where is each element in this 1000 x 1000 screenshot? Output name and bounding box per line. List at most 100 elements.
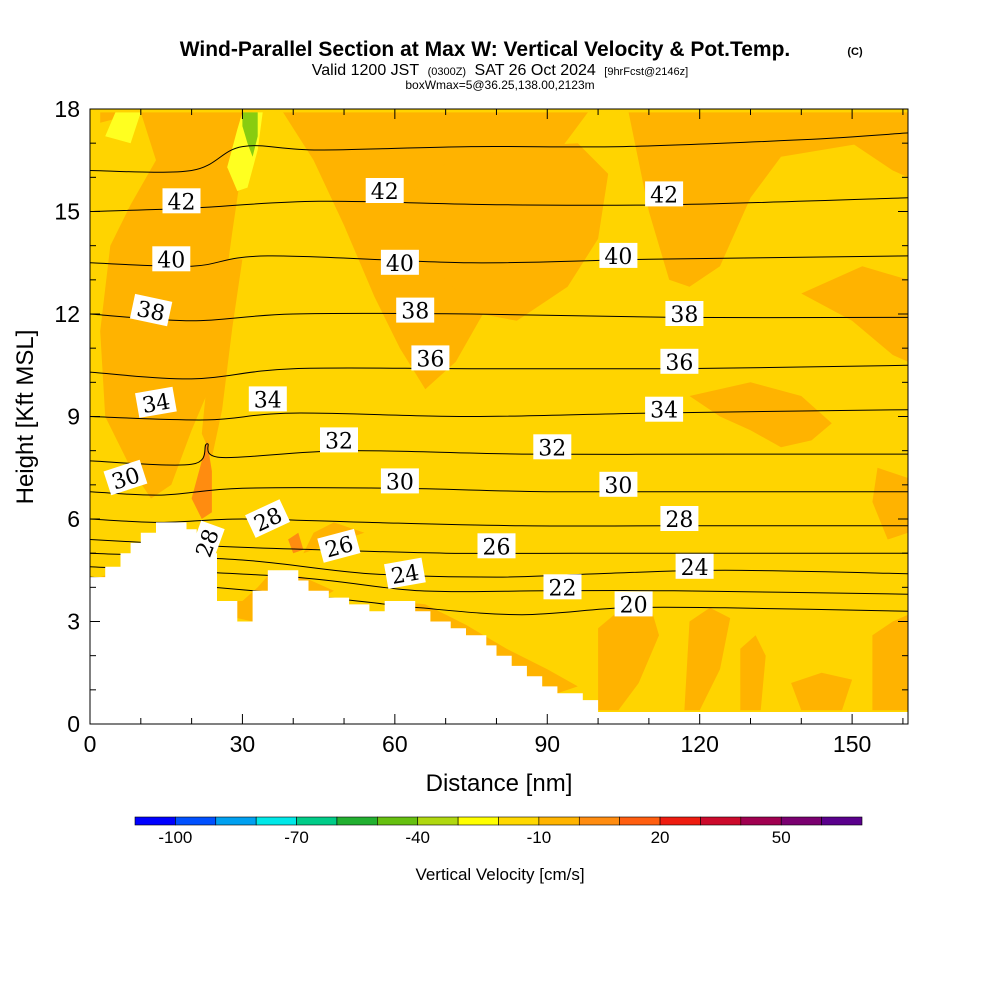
isotherm-label-text: 30 — [604, 474, 632, 499]
isotherm-line-24 — [90, 552, 908, 578]
isotherm-label-text: 20 — [620, 593, 648, 618]
isotherm-label: 42 — [645, 181, 684, 208]
isotherm-label: 38 — [665, 301, 704, 328]
isotherm-label-box — [129, 293, 173, 327]
isotherm-label-box — [152, 246, 191, 272]
isotherm-label-text: 30 — [386, 470, 414, 495]
x-tick-label: 0 — [84, 731, 97, 757]
isotherm-label: 32 — [533, 434, 572, 461]
plot-area: 42 42 42 40 40 40 38 38 38 36 36 34 34 34 32 32 30 30 30 28… — [90, 109, 908, 724]
subtitle-valid-utc: (0300Z) — [428, 66, 467, 78]
isotherm-label-box — [543, 574, 582, 600]
isotherm-label-text: 42 — [371, 180, 399, 205]
y-tick-label: 9 — [67, 404, 80, 430]
x-axis-label: Distance [nm] — [426, 770, 573, 797]
colorbar-swatch — [215, 816, 257, 826]
colorbar-swatch — [740, 816, 782, 826]
isotherm-line-30 — [90, 487, 908, 496]
terrain-mask — [90, 522, 908, 724]
isotherm-label-text: 38 — [670, 303, 698, 328]
isotherm-label-box — [384, 557, 426, 589]
y-tick-label: 6 — [67, 506, 80, 532]
isotherm-label: 40 — [599, 242, 638, 270]
isotherm-label-box — [660, 506, 699, 531]
isotherm-label: 24 — [675, 553, 714, 581]
isotherm-label-text: 24 — [681, 556, 709, 581]
shaded-region — [201, 259, 243, 458]
isotherm-label: 34 — [645, 396, 684, 424]
colorbar-swatch — [700, 816, 742, 826]
isotherm-label: 38 — [396, 297, 435, 325]
updraft-region — [191, 440, 212, 519]
shaded-region — [689, 382, 832, 448]
x-tick-label: 150 — [833, 731, 871, 757]
shaded-region — [872, 467, 908, 540]
colorbar-tick-label: 20 — [651, 828, 670, 847]
x-tick-label: 30 — [230, 731, 256, 757]
isotherm-label-text: 34 — [650, 399, 678, 424]
isotherm-label-text: 38 — [401, 300, 429, 325]
isotherm-label: 36 — [411, 345, 450, 372]
colorbar-swatch — [538, 816, 580, 826]
isotherm-label-box — [320, 427, 358, 453]
isotherm-label: 34 — [248, 386, 287, 413]
isotherm-label: 40 — [152, 246, 191, 273]
isotherm-label-box — [675, 553, 714, 579]
shaded-region — [405, 143, 609, 321]
isotherm-label-text: 38 — [134, 297, 167, 327]
chart-subtitle: Valid 1200 JST (0300Z) SAT 26 Oct 2024 [… — [312, 62, 688, 79]
isotherm-label-text: 36 — [416, 347, 444, 372]
isotherm-line-28 — [90, 518, 908, 527]
isotherm-label-box — [665, 301, 704, 326]
shaded-region — [628, 112, 908, 287]
isotherm-label-box — [103, 459, 148, 496]
colorbar-tick-label: -70 — [284, 828, 309, 847]
colorbar-swatch — [134, 816, 176, 826]
isotherm-line-38 — [90, 312, 908, 322]
y-tick-label: 12 — [54, 301, 80, 327]
chart-box-info: boxWmax=5@36.25,138.00,2123m — [405, 78, 594, 92]
isotherm-label-text: 32 — [538, 436, 566, 461]
shaded-region — [598, 601, 659, 711]
isotherm-label-box — [188, 520, 225, 565]
isotherm-line-34 — [90, 409, 908, 421]
downdraft-region — [105, 112, 141, 144]
x-axis-tick-labels: 0 30 60 90 120 150 — [84, 731, 872, 757]
isotherm-label-text: 22 — [549, 576, 577, 601]
isotherm-label-box — [365, 178, 404, 203]
x-tick-label: 90 — [534, 731, 560, 757]
colorbar-label: Vertical Velocity [cm/s] — [415, 865, 584, 884]
colorbar-tick-labels: -100 -70 -40 -10 20 50 — [158, 828, 790, 847]
isotherm-label-box — [645, 396, 684, 422]
isotherm-label-box — [614, 591, 653, 617]
isotherm-label-text: 24 — [389, 560, 421, 589]
chart-title: Wind-Parallel Section at Max W: Vertical… — [180, 38, 791, 61]
isotherm-label-box — [317, 528, 361, 563]
isotherm-label-text: 26 — [483, 535, 511, 560]
subtitle-valid-date: SAT 26 Oct 2024 — [475, 62, 596, 79]
colorbar-swatch — [498, 816, 540, 826]
isotherm-label-text: 36 — [665, 351, 693, 376]
colorbar-swatch — [336, 816, 378, 826]
colorbar-swatch — [175, 816, 217, 826]
isotherm-label-box — [533, 434, 572, 460]
colorbar-swatch — [377, 816, 419, 826]
y-tick-label: 18 — [54, 96, 80, 122]
colorbar-swatch — [255, 816, 297, 826]
isotherm-label: 22 — [543, 574, 582, 601]
shaded-region — [740, 635, 766, 711]
isotherm-label: 42 — [365, 178, 404, 205]
colorbar-swatch — [457, 816, 499, 826]
isotherm-label-text: 34 — [254, 388, 282, 413]
isotherm-label-text: 42 — [650, 183, 678, 208]
isotherm-label: 28 — [188, 520, 225, 565]
isotherm-label-box — [660, 348, 699, 374]
isotherm-label: 30 — [103, 459, 148, 496]
isotherm-label-box — [135, 386, 177, 418]
isotherm-label-box — [477, 533, 516, 559]
y-axis-label: Height [Kft MSL] — [12, 330, 39, 505]
isotherm-label: 26 — [477, 533, 516, 560]
colorbar-swatch — [296, 816, 338, 826]
isotherm-label: 30 — [599, 471, 638, 499]
